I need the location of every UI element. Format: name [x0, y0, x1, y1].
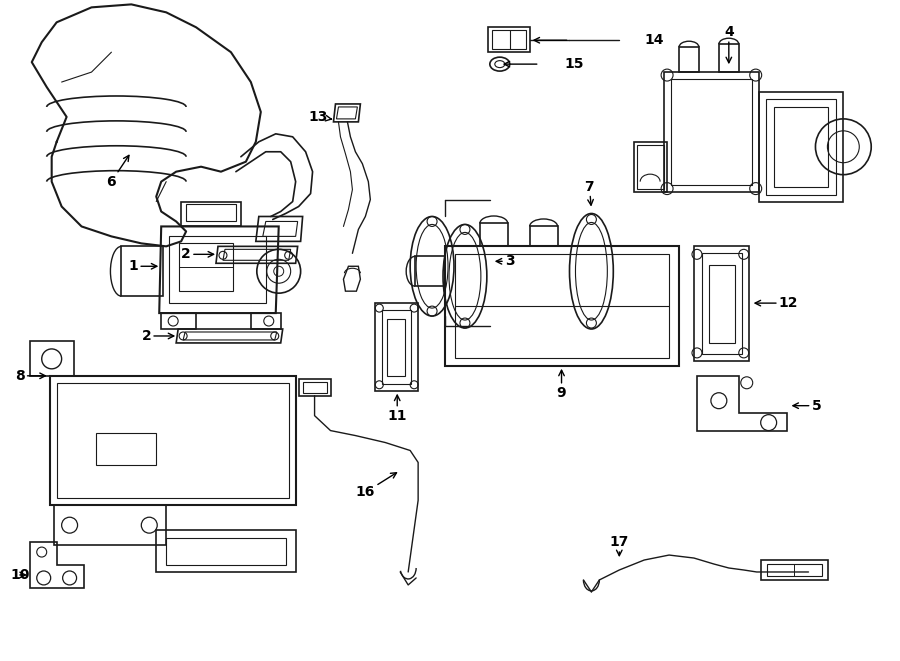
Text: 6: 6: [106, 155, 129, 188]
Text: 10: 10: [10, 568, 30, 582]
Text: 2: 2: [181, 247, 213, 261]
Bar: [709, 265, 734, 343]
Bar: [387, 319, 405, 376]
Text: 14: 14: [644, 33, 663, 47]
Text: 3: 3: [496, 254, 515, 268]
Text: 12: 12: [755, 296, 798, 310]
Text: 17: 17: [609, 535, 629, 556]
Text: 9: 9: [557, 370, 566, 400]
Text: 5: 5: [793, 399, 822, 412]
Text: 1: 1: [129, 259, 157, 273]
Text: 13: 13: [309, 110, 331, 124]
Text: 8: 8: [15, 369, 45, 383]
Text: 2: 2: [141, 329, 174, 343]
Text: 7: 7: [585, 180, 594, 205]
Text: 4: 4: [724, 25, 733, 63]
Text: 16: 16: [356, 473, 397, 499]
Text: 15: 15: [564, 57, 584, 71]
Text: 11: 11: [388, 395, 407, 422]
